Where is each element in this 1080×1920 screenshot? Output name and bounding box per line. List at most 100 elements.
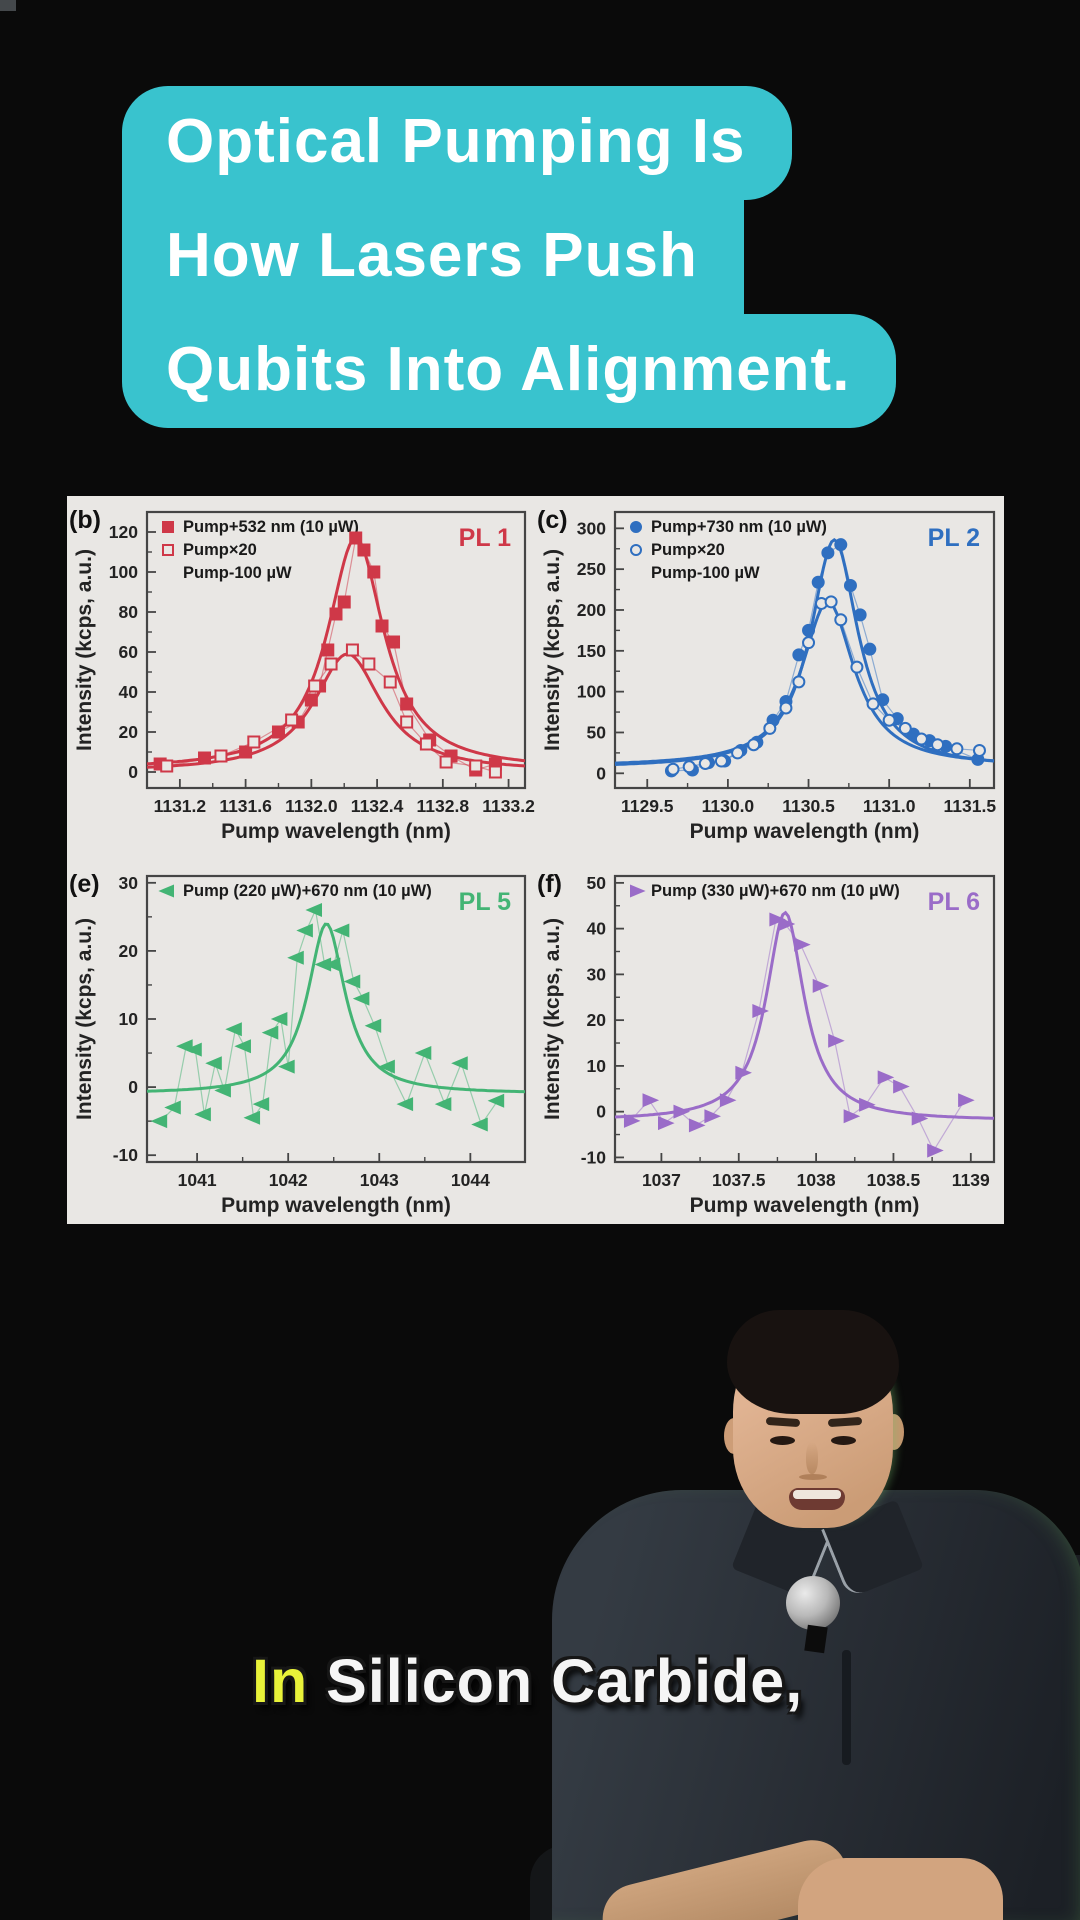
data-marker (357, 543, 371, 557)
panel-letter: (e) (69, 870, 100, 898)
data-series (614, 595, 995, 776)
legend-label: Pump+532 nm (10 µW) (183, 518, 359, 536)
x-tick-label: 1139 (952, 1170, 990, 1190)
chart-svg: 1037 1037.5 1038 1038.5 1139 -10 0 10 20 30 40 50 Pu… (537, 870, 996, 1217)
figure-panel: 1131.2 1131.6 1132.0 1132.4 1132.8 1133.2 0 20 4… (67, 496, 1004, 1224)
data-marker (630, 884, 646, 898)
data-marker (247, 735, 261, 749)
x-tick-label: 1130.0 (702, 796, 755, 816)
pl-label: PL 5 (459, 888, 511, 916)
data-marker (794, 937, 811, 952)
legend-label: Pump-100 µW (651, 564, 760, 582)
data-marker (225, 1022, 242, 1037)
data-marker (735, 1065, 752, 1080)
y-tick-label: 0 (596, 1102, 606, 1122)
legend-label: Pump (330 µW)+670 nm (10 µW) (651, 882, 900, 900)
subplot-b-pl1: 1131.2 1131.6 1132.0 1132.4 1132.8 1133.2 0 20 4… (67, 496, 535, 850)
data-marker (719, 1093, 737, 1108)
legend-label: Pump-100 µW (183, 564, 292, 582)
data-marker (488, 765, 502, 779)
data-marker (271, 725, 285, 739)
data-marker (343, 974, 361, 989)
title-bubble: Optical Pumping Is How Lasers Push Qubit… (122, 86, 897, 428)
x-tick-label: 1133.2 (482, 796, 535, 816)
data-marker (914, 732, 928, 746)
data-marker (349, 531, 363, 545)
data-marker (658, 1116, 675, 1131)
data-marker (630, 521, 642, 533)
x-tick-label: 1132.8 (417, 796, 470, 816)
data-marker (666, 762, 680, 776)
data-marker (387, 635, 401, 649)
y-tick-label: 60 (119, 642, 139, 662)
data-series (614, 910, 995, 1158)
data-marker (958, 1093, 975, 1108)
data-marker (972, 743, 986, 757)
legend-label: Pump (220 µW)+670 nm (10 µW) (183, 882, 432, 900)
data-marker (214, 1083, 231, 1098)
y-axis-label: Intensity (kcps, a.u.) (73, 918, 96, 1120)
data-marker (308, 679, 322, 693)
y-tick-label: 300 (577, 518, 606, 538)
data-marker (834, 613, 848, 627)
lavalier-microphone (786, 1576, 840, 1630)
data-marker (160, 759, 174, 773)
x-tick-label: 1037 (642, 1170, 681, 1190)
x-tick-label: 1041 (178, 1170, 217, 1190)
data-marker (332, 923, 350, 938)
data-marker (396, 1097, 414, 1112)
x-tick-label: 1038.5 (867, 1170, 921, 1190)
panel-letter: (c) (537, 506, 568, 534)
y-tick-label: 250 (577, 559, 606, 579)
subplot-e-pl5: 1041 1042 1043 1044 -10 0 10 20 30 Pump wavelengt… (67, 850, 535, 1224)
microphone-clip (804, 1624, 828, 1654)
data-marker (487, 1093, 505, 1108)
data-marker (185, 1042, 202, 1057)
data-marker (345, 643, 359, 657)
data-marker (239, 745, 253, 759)
data-marker (400, 697, 414, 711)
video-artifact (0, 0, 16, 11)
subplot-f-pl6: 1037 1037.5 1038 1038.5 1139 -10 0 10 20 30 40 50 Pu… (535, 850, 1004, 1224)
data-marker (469, 759, 483, 773)
connector-line (160, 907, 499, 1126)
data-marker (898, 721, 912, 735)
x-tick-label: 1037.5 (712, 1170, 766, 1190)
data-marker (234, 1039, 251, 1054)
data-marker (863, 642, 877, 656)
y-tick-label: 50 (587, 722, 607, 742)
data-marker (150, 1114, 168, 1129)
caption-highlight-word: In (252, 1647, 309, 1715)
x-tick-label: 1131.2 (154, 796, 207, 816)
data-marker (812, 978, 830, 993)
data-marker (824, 595, 838, 609)
data-marker (252, 1097, 270, 1112)
y-axis-label: Intensity (kcps, a.u.) (541, 549, 564, 751)
y-tick-label: 200 (577, 600, 606, 620)
presenter-eye-right (831, 1436, 856, 1445)
data-marker (362, 657, 376, 671)
y-tick-label: 0 (128, 762, 138, 782)
data-marker (778, 917, 796, 932)
title-line-2: How Lasers Push (122, 200, 744, 314)
data-marker (367, 565, 381, 579)
data-marker (853, 608, 867, 622)
data-marker (278, 1059, 295, 1074)
data-marker (752, 1003, 769, 1019)
x-tick-label: 1131.6 (219, 796, 272, 816)
data-marker (950, 742, 964, 756)
data-marker (630, 544, 642, 556)
y-tick-label: 80 (119, 602, 139, 622)
pl-label: PL 1 (459, 524, 511, 552)
data-marker (769, 912, 786, 927)
legend-label: Pump+730 nm (10 µW) (651, 518, 827, 536)
x-tick-label: 1042 (269, 1170, 308, 1190)
data-marker (877, 1070, 895, 1085)
data-marker (270, 1011, 288, 1027)
presenter-hair (727, 1310, 899, 1414)
x-axis-label: Pump wavelength (nm) (221, 820, 451, 843)
data-marker (893, 1079, 910, 1094)
data-marker (364, 1018, 382, 1033)
data-marker (763, 721, 777, 735)
y-tick-label: -10 (581, 1147, 607, 1167)
